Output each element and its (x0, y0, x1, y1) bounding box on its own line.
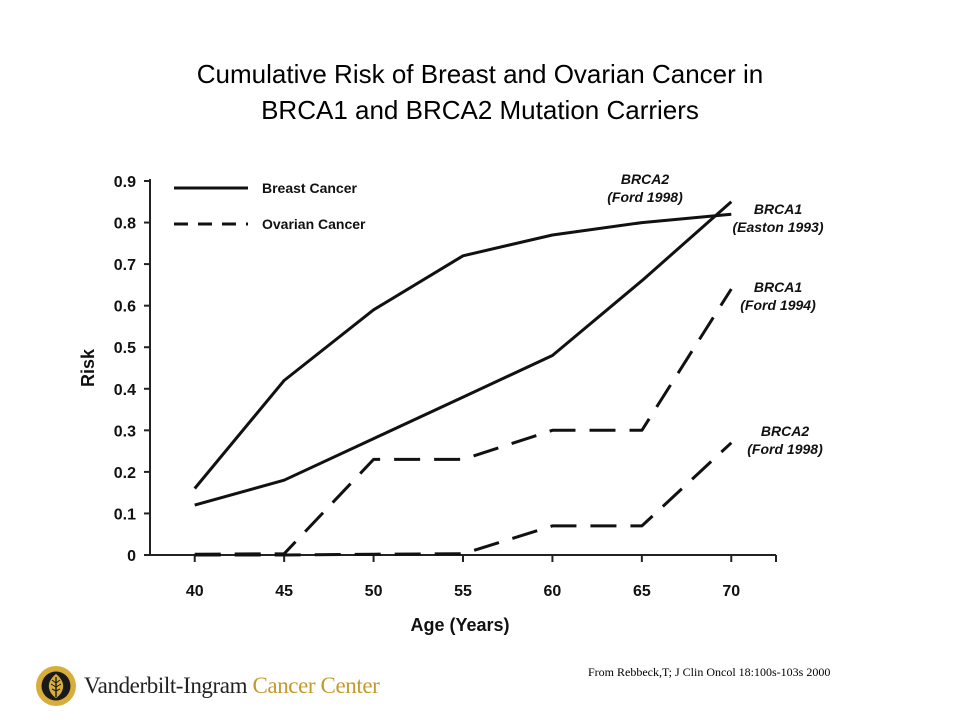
y-tick-label-4: 0.4 (114, 382, 136, 399)
series-line-0 (193, 212, 732, 490)
series-annotation-3-line-1: (Ford 1998) (747, 441, 823, 457)
x-tick-label-6: 70 (722, 583, 740, 600)
x-tick-label-4: 60 (544, 583, 562, 600)
y-tick-label-1: 0.1 (114, 506, 136, 523)
y-tick-label-7: 0.7 (114, 257, 136, 274)
y-tick-label-9: 0.9 (114, 174, 136, 191)
logo-name: Vanderbilt-Ingram (84, 673, 248, 698)
y-tick-label-3: 0.3 (114, 423, 136, 440)
y-tick-label-6: 0.6 (114, 299, 136, 316)
series-annotation-0-line-1: (Ford 1998) (607, 189, 683, 205)
y-axis-title: Risk (78, 348, 98, 387)
oak-leaf-emblem-icon (36, 666, 76, 706)
x-axis-title: Age (Years) (410, 615, 509, 635)
series-annotation-3-line-0: BRCA2 (761, 423, 809, 439)
series-line-2 (194, 288, 733, 556)
x-tick-label-1: 45 (275, 583, 293, 600)
x-tick-label-2: 50 (365, 583, 383, 600)
title-line-1: Cumulative Risk of Breast and Ovarian Ca… (196, 59, 764, 89)
y-tick-label-5: 0.5 (114, 340, 136, 357)
series-annotation-2-line-0: BRCA1 (754, 279, 802, 295)
title-line-2: BRCA1 and BRCA2 Mutation Carriers (261, 95, 699, 125)
y-tick-label-0: 0 (127, 548, 136, 565)
legend-label-0: Breast Cancer (262, 180, 357, 196)
legend-label-1: Ovarian Cancer (262, 216, 366, 232)
series-annotation-1-line-1: (Easton 1993) (732, 219, 823, 235)
y-tick-label-8: 0.8 (114, 216, 136, 233)
series-annotation-1-line-0: BRCA1 (754, 201, 802, 217)
logo-accent: Cancer Center (252, 673, 380, 698)
series-annotation-0-line-0: BRCA2 (621, 171, 669, 187)
series-line-3 (194, 441, 733, 557)
slide-title: Cumulative Risk of Breast and Ovarian Ca… (0, 56, 960, 128)
y-tick-label-2: 0.2 (114, 465, 136, 482)
series-annotation-2-line-1: (Ford 1994) (740, 297, 816, 313)
x-tick-label-5: 65 (633, 583, 651, 600)
x-tick-label-0: 40 (186, 583, 204, 600)
x-tick-label-3: 55 (454, 583, 472, 600)
source-citation: From Rebbeck,T; J Clin Oncol 18:100s-103… (588, 665, 831, 679)
series-line-1 (194, 200, 733, 507)
